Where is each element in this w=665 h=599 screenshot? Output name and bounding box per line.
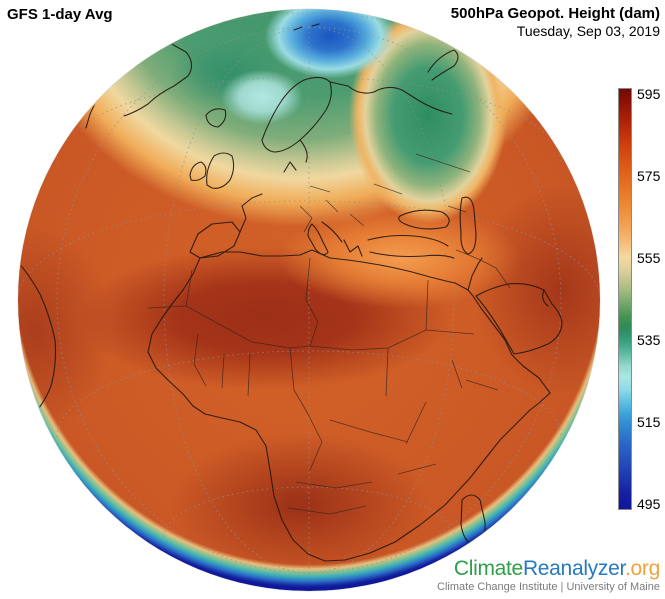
colorbar-tick: 575: [637, 168, 661, 184]
colorbar-tick: 595: [637, 86, 661, 102]
colorbar-tick: 535: [637, 332, 661, 348]
brand-logo: ClimateReanalyzer.org: [437, 557, 660, 580]
colorbar-tick: 515: [637, 414, 661, 430]
colorbar-tick: 555: [637, 250, 661, 266]
map-date: Tuesday, Sep 03, 2019: [516, 23, 660, 39]
footer-subtitle: Climate Change Institute | University of…: [437, 581, 660, 593]
geopotential-height-field: [18, 9, 600, 591]
map-header: 500hPa Geopot. Height (dam) Tuesday, Sep…: [451, 4, 660, 40]
globe-map: [18, 9, 600, 591]
footer-branding: ClimateReanalyzer.org Climate Change Ins…: [437, 557, 660, 593]
brand-reanalyzer: Reanalyzer: [522, 557, 625, 580]
brand-climate: Climate: [453, 557, 523, 580]
colorbar-tick: 495: [637, 496, 661, 512]
brand-org: .org: [625, 557, 660, 580]
model-label: GFS 1-day Avg: [7, 6, 113, 23]
colorbar-gradient: [618, 88, 632, 510]
map-title: 500hPa Geopot. Height (dam): [450, 5, 660, 22]
